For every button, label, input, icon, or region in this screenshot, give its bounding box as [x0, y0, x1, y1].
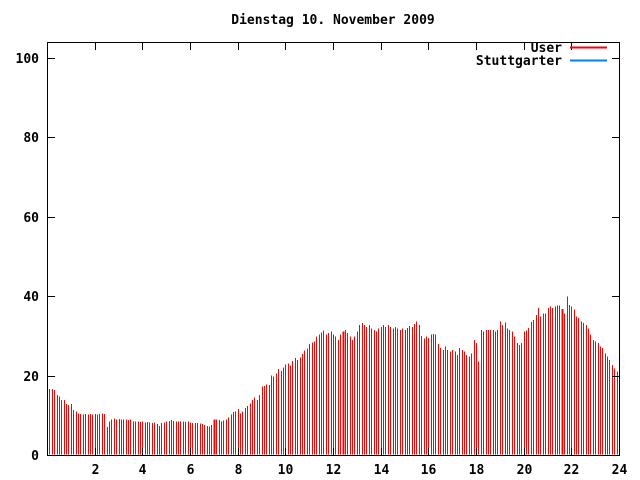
- x-tick-label: 16: [421, 463, 437, 478]
- user-series-bars: [49, 296, 620, 455]
- x-tick-label: 18: [469, 463, 485, 478]
- plot-border: [47, 42, 620, 456]
- legend-label: User: [531, 41, 562, 56]
- x-tick-label: 2: [92, 463, 100, 478]
- y-tick-label: 20: [23, 370, 39, 385]
- x-tick-label: 10: [278, 463, 294, 478]
- y-tick-label: 0: [31, 449, 39, 464]
- y-tick-label: 80: [23, 131, 39, 146]
- x-tick-label: 6: [187, 463, 195, 478]
- chart-title: Dienstag 10. November 2009: [231, 13, 435, 28]
- legend-label: Stuttgarter: [476, 54, 562, 69]
- x-tick-label: 20: [517, 463, 533, 478]
- x-tick-label: 12: [326, 463, 342, 478]
- x-tick-label: 14: [374, 463, 390, 478]
- y-tick-label: 100: [16, 52, 40, 67]
- y-tick-label: 40: [23, 290, 39, 305]
- x-tick-label: 24: [612, 463, 628, 478]
- x-tick-label: 22: [564, 463, 580, 478]
- x-tick-label: 8: [235, 463, 243, 478]
- x-tick-label: 4: [139, 463, 147, 478]
- y-tick-label: 60: [23, 211, 39, 226]
